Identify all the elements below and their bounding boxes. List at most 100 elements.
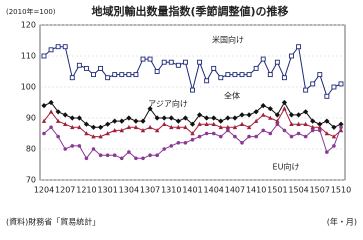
marker xyxy=(331,84,337,90)
marker xyxy=(182,59,188,65)
marker xyxy=(247,134,251,139)
marker xyxy=(140,128,146,133)
marker xyxy=(154,128,160,133)
marker xyxy=(189,121,196,127)
marker xyxy=(84,131,89,136)
marker xyxy=(140,118,146,124)
marker xyxy=(254,134,258,139)
marker xyxy=(98,153,103,157)
marker xyxy=(119,118,125,124)
marker xyxy=(274,59,280,65)
marker xyxy=(83,121,90,127)
marker xyxy=(98,65,104,71)
marker xyxy=(112,128,117,133)
marker xyxy=(154,115,160,121)
marker xyxy=(303,109,309,115)
marker xyxy=(56,134,60,139)
series-label: アジア向け xyxy=(148,99,188,109)
marker xyxy=(141,156,145,161)
x-tick-label: 1501 xyxy=(267,186,287,195)
marker xyxy=(281,99,288,106)
marker xyxy=(76,115,82,121)
marker xyxy=(90,124,97,130)
marker xyxy=(282,128,287,133)
marker xyxy=(332,144,336,148)
marker xyxy=(77,124,82,130)
marker xyxy=(338,81,344,87)
marker xyxy=(91,147,96,151)
marker xyxy=(154,69,160,74)
marker xyxy=(55,118,61,123)
marker xyxy=(134,156,138,161)
x-tick-label: 1301 xyxy=(97,186,117,195)
marker xyxy=(91,72,96,78)
marker xyxy=(190,87,195,93)
unit-note: (2010年=100) xyxy=(6,7,56,16)
marker xyxy=(140,56,146,62)
marker xyxy=(296,131,301,136)
marker xyxy=(119,72,125,78)
marker xyxy=(317,121,323,127)
marker xyxy=(211,121,216,126)
marker xyxy=(49,125,53,130)
x-tick-label: 1304 xyxy=(119,186,139,195)
marker xyxy=(211,115,217,121)
marker xyxy=(83,65,89,71)
marker xyxy=(41,118,47,123)
marker xyxy=(239,121,245,126)
marker xyxy=(127,150,131,154)
source-note: (資料)財務省「貿易統計」 xyxy=(6,217,100,227)
marker xyxy=(246,124,252,130)
marker xyxy=(204,121,209,126)
marker xyxy=(147,106,153,112)
y-tick-label: 90 xyxy=(26,114,36,123)
marker xyxy=(105,131,110,136)
marker xyxy=(169,144,174,148)
marker xyxy=(253,118,259,123)
marker xyxy=(288,112,295,118)
marker xyxy=(196,112,203,118)
marker xyxy=(226,128,230,133)
series-label: 米国向け xyxy=(212,35,244,45)
marker xyxy=(317,72,323,78)
marker xyxy=(197,134,202,139)
marker xyxy=(91,134,96,139)
marker xyxy=(168,59,174,65)
marker xyxy=(69,75,75,81)
marker xyxy=(175,118,181,124)
marker xyxy=(190,137,195,142)
marker xyxy=(324,131,330,136)
marker xyxy=(267,106,273,112)
marker xyxy=(260,103,266,109)
x-tick-label: 1210 xyxy=(76,186,96,195)
marker xyxy=(253,109,259,115)
marker xyxy=(48,109,54,114)
marker xyxy=(317,128,322,133)
marker xyxy=(126,115,132,121)
marker xyxy=(147,56,153,62)
marker xyxy=(175,62,181,68)
marker xyxy=(42,131,46,136)
marker xyxy=(303,134,308,139)
marker xyxy=(253,65,259,71)
marker xyxy=(76,62,82,68)
marker xyxy=(317,124,322,130)
marker xyxy=(183,141,188,145)
x-tick-label: 1204 xyxy=(34,186,54,195)
marker xyxy=(261,128,266,133)
x-tick-label: 1504 xyxy=(288,186,308,195)
marker xyxy=(281,75,287,81)
marker xyxy=(197,59,203,65)
marker xyxy=(70,124,75,130)
x-tick-label: 1207 xyxy=(55,186,75,195)
marker xyxy=(289,53,294,59)
marker xyxy=(133,118,139,124)
marker xyxy=(112,153,117,157)
marker xyxy=(233,134,237,139)
marker xyxy=(55,44,61,50)
marker xyxy=(310,124,315,130)
x-tick-label: 1404 xyxy=(204,186,224,195)
x-tick-label: 1310 xyxy=(161,186,181,195)
x-tick-label: 1407 xyxy=(225,186,245,195)
x-tick-label: 1410 xyxy=(246,186,266,195)
